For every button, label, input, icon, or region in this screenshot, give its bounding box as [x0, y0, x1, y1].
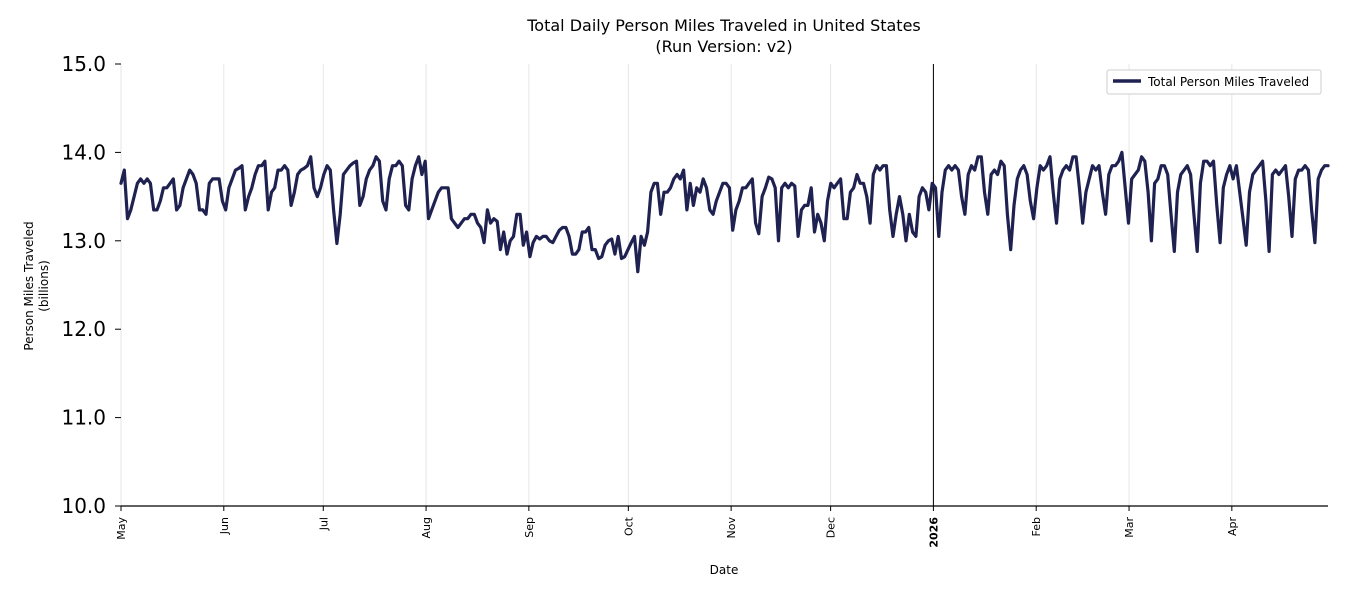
- chart-subtitle: (Run Version: v2): [655, 37, 792, 56]
- legend-series-label: Total Person Miles Traveled: [1147, 75, 1309, 89]
- y-tick-label: 13.0: [61, 229, 106, 253]
- x-tick-label: Feb: [1030, 517, 1043, 536]
- x-tick-label: Oct: [622, 516, 635, 536]
- series-line: [119, 150, 1330, 274]
- series-layer: [119, 150, 1330, 274]
- x-tick-label: Apr: [1226, 517, 1239, 537]
- chart-title: Total Daily Person Miles Traveled in Uni…: [526, 16, 921, 35]
- y-axis-label: Person Miles Traveled: [22, 221, 36, 350]
- x-tick-label: Sep: [523, 517, 536, 538]
- y-tick-label: 11.0: [61, 406, 106, 430]
- vertical-gridlines: [120, 64, 1233, 506]
- x-tick-label: Mar: [1123, 517, 1136, 538]
- x-axis-label: Date: [710, 563, 739, 577]
- x-tick-label: 2026: [927, 517, 940, 548]
- y-tick-label: 15.0: [61, 52, 106, 76]
- x-tick-label: May: [115, 517, 128, 540]
- y-tick-label: 10.0: [61, 494, 106, 518]
- legend-box: [1106, 69, 1322, 95]
- y-tick-label: 14.0: [61, 140, 106, 164]
- x-tick-label: Jul: [317, 517, 330, 531]
- legend: Total Person Miles Traveled: [1106, 69, 1322, 95]
- y-axis-unit-label: (billions): [37, 260, 51, 312]
- x-tick-label: Aug: [420, 517, 433, 538]
- x-tick-label: Nov: [725, 517, 738, 539]
- y-axis: 10.0 11.0 12.0 13.0 14.0 15.0: [61, 52, 121, 518]
- x-axis: May Jun Jul Aug Sep Oct Nov Dec 2026 Feb Mar Apr: [115, 505, 1328, 548]
- x-tick-label: Dec: [825, 517, 838, 538]
- x-tick-label: Jun: [218, 517, 231, 535]
- y-tick-label: 12.0: [61, 317, 106, 341]
